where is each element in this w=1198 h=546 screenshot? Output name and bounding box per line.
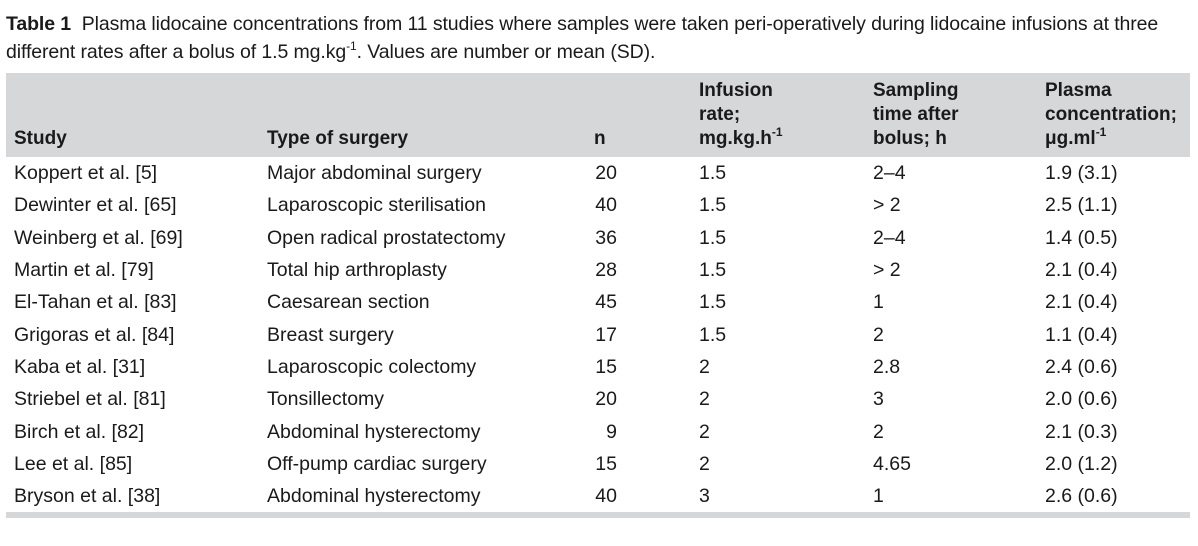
cell-study: Striebel et al. [81] (14, 388, 166, 411)
cell-sampling-time: 1 (865, 479, 1037, 518)
table-row: Koppert et al. [5] Major abdominal surger… (6, 157, 1190, 189)
cell-infusion-rate: 2 (699, 452, 710, 475)
cell-plasma-concentration: 1.4 (0.5) (1045, 226, 1118, 249)
cell-sampling-time: > 2 (873, 259, 901, 282)
cell-sampling-time: 3 (873, 388, 884, 411)
header-sampling-time: Sampling time after bolus; h (873, 80, 959, 149)
cell-plasma-concentration: 2.1 (0.4) (1045, 291, 1118, 314)
cell-plasma-concentration: 2.5 (1.1) (1045, 194, 1118, 217)
header-study: Study (14, 128, 67, 149)
header-infusion-rate: Infusion rate; mg.kg.h-1 (699, 80, 783, 149)
table-row: Grigoras et al. [84] Breast surgery 17 1.5 2… (6, 318, 1190, 350)
cell-sampling-time: 2–4 (873, 226, 906, 249)
cell-study: Dewinter et al. [65] (14, 194, 177, 217)
cell-study: Bryson et al. [38] (6, 479, 259, 518)
table-row: Weinberg et al. [69] Open radical prostat… (6, 222, 1190, 254)
table-label: Table 1 (6, 13, 72, 35)
cell-n: 28 (595, 259, 617, 282)
cell-type-of-surgery: Abdominal hysterectomy (267, 420, 481, 443)
cell-n: 9 (606, 420, 617, 443)
cell-study: Birch et al. [82] (14, 420, 145, 443)
cell-plasma-concentration: 2.1 (0.3) (1045, 420, 1118, 443)
table-row: Lee et al. [85] Off-pump cardiac surgery 1… (6, 448, 1190, 480)
cell-plasma-concentration: 1.9 (3.1) (1045, 162, 1118, 185)
lidocaine-table: Study Type of surgery n Infusion rate; m… (6, 73, 1190, 518)
cell-infusion-rate: 2 (699, 355, 710, 378)
cell-infusion-rate: 1.5 (699, 291, 727, 314)
cell-sampling-time: 2 (873, 420, 884, 443)
table-header-row: Study Type of surgery n Infusion rate; m… (6, 73, 1190, 157)
header-n: n (594, 128, 606, 149)
cell-infusion-rate: 2 (699, 420, 710, 443)
cell-plasma-concentration: 2.0 (0.6) (1045, 388, 1118, 411)
cell-n: 20 (595, 388, 617, 411)
cell-plasma-concentration: 1.1 (0.4) (1045, 323, 1118, 346)
cell-type-of-surgery: Abdominal hysterectomy (259, 479, 585, 518)
cell-study: Weinberg et al. [69] (14, 226, 183, 249)
header-plasma-concentration: Plasma concentration; μg.ml-1 (1045, 80, 1177, 149)
table-row: Bryson et al. [38] Abdominal hysterectomy… (6, 479, 1190, 518)
caption-superscript: -1 (346, 38, 357, 53)
cell-sampling-time: 1 (873, 291, 884, 314)
cell-study: Kaba et al. [31] (14, 355, 146, 378)
cell-infusion-rate: 2 (699, 388, 710, 411)
cell-study: Koppert et al. [5] (14, 162, 158, 185)
cell-sampling-time: 2 (873, 323, 884, 346)
cell-infusion-rate: 3 (691, 479, 865, 518)
cell-plasma-concentration: 2.6 (0.6) (1037, 479, 1190, 518)
cell-type-of-surgery: Laparoscopic sterilisation (267, 194, 486, 217)
cell-type-of-surgery: Breast surgery (267, 323, 394, 346)
cell-n: 45 (595, 291, 617, 314)
cell-infusion-rate: 1.5 (699, 323, 727, 346)
header-type-of-surgery: Type of surgery (267, 128, 409, 149)
cell-sampling-time: > 2 (873, 194, 901, 217)
cell-n: 40 (595, 194, 617, 217)
cell-sampling-time: 2.8 (873, 355, 901, 378)
table-caption: Table 1 Plasma lidocaine concentrations … (6, 10, 1196, 66)
cell-n: 40 (585, 479, 691, 518)
table-body: Koppert et al. [5] Major abdominal surger… (6, 157, 1190, 518)
cell-study: Martin et al. [79] (14, 259, 154, 282)
cell-plasma-concentration: 2.0 (1.2) (1045, 452, 1118, 475)
table-row: Birch et al. [82] Abdominal hysterectomy 9… (6, 415, 1190, 447)
cell-study: El-Tahan et al. [83] (14, 291, 177, 314)
table-row: El-Tahan et al. [83] Caesarean section 45 1… (6, 286, 1190, 318)
cell-type-of-surgery: Major abdominal surgery (267, 162, 482, 185)
table-row: Striebel et al. [81] Tonsillectomy 20 2 3 2.0… (6, 383, 1190, 415)
cell-n: 17 (595, 323, 617, 346)
caption-text: Plasma lidocaine concentrations from 11 … (6, 13, 1159, 63)
cell-n: 20 (595, 162, 617, 185)
cell-infusion-rate: 1.5 (699, 194, 727, 217)
cell-infusion-rate: 1.5 (699, 162, 727, 185)
table-row: Martin et al. [79] Total hip arthroplasty… (6, 254, 1190, 286)
cell-type-of-surgery: Open radical prostatectomy (267, 226, 506, 249)
caption-text-end: . Values are number or mean (SD). (356, 41, 656, 63)
cell-type-of-surgery: Total hip arthroplasty (267, 259, 447, 282)
cell-sampling-time: 4.65 (873, 452, 911, 475)
cell-study: Grigoras et al. [84] (14, 323, 175, 346)
table-row: Kaba et al. [31] Laparoscopic colectomy 15… (6, 351, 1190, 383)
cell-plasma-concentration: 2.1 (0.4) (1045, 259, 1118, 282)
cell-type-of-surgery: Laparoscopic colectomy (267, 355, 477, 378)
cell-type-of-surgery: Caesarean section (267, 291, 430, 314)
cell-type-of-surgery: Tonsillectomy (267, 388, 385, 411)
cell-n: 15 (595, 355, 617, 378)
cell-plasma-concentration: 2.4 (0.6) (1045, 355, 1118, 378)
cell-sampling-time: 2–4 (873, 162, 906, 185)
cell-n: 15 (595, 452, 617, 475)
table-row: Dewinter et al. [65] Laparoscopic sterili… (6, 189, 1190, 221)
cell-n: 36 (595, 226, 617, 249)
cell-infusion-rate: 1.5 (699, 259, 727, 282)
cell-study: Lee et al. [85] (14, 452, 133, 475)
cell-infusion-rate: 1.5 (699, 226, 727, 249)
cell-type-of-surgery: Off-pump cardiac surgery (267, 452, 487, 475)
